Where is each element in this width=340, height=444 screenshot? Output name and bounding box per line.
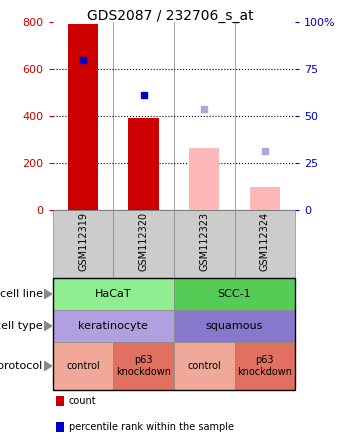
Text: squamous: squamous — [206, 321, 263, 331]
Text: GSM112319: GSM112319 — [78, 212, 88, 271]
Bar — [250, 186, 280, 210]
Text: cell type: cell type — [0, 321, 42, 331]
Text: protocol: protocol — [0, 361, 42, 371]
Text: control: control — [187, 361, 221, 371]
Text: HaCaT: HaCaT — [95, 289, 132, 299]
Text: percentile rank within the sample: percentile rank within the sample — [69, 422, 234, 432]
Text: GSM112320: GSM112320 — [139, 212, 149, 271]
Text: p63
knockdown: p63 knockdown — [116, 355, 171, 377]
Text: control: control — [66, 361, 100, 371]
Bar — [129, 119, 159, 210]
Text: GSM112323: GSM112323 — [199, 212, 209, 271]
Polygon shape — [44, 361, 52, 371]
Text: cell line: cell line — [0, 289, 42, 299]
Polygon shape — [44, 321, 52, 331]
Text: GDS2087 / 232706_s_at: GDS2087 / 232706_s_at — [87, 8, 253, 23]
Bar — [68, 24, 98, 210]
Text: count: count — [69, 396, 96, 406]
Text: GSM112324: GSM112324 — [260, 212, 270, 271]
Text: keratinocyte: keratinocyte — [78, 321, 148, 331]
Text: SCC-1: SCC-1 — [218, 289, 251, 299]
Polygon shape — [44, 289, 52, 299]
Bar — [189, 148, 219, 210]
Text: p63
knockdown: p63 knockdown — [237, 355, 292, 377]
